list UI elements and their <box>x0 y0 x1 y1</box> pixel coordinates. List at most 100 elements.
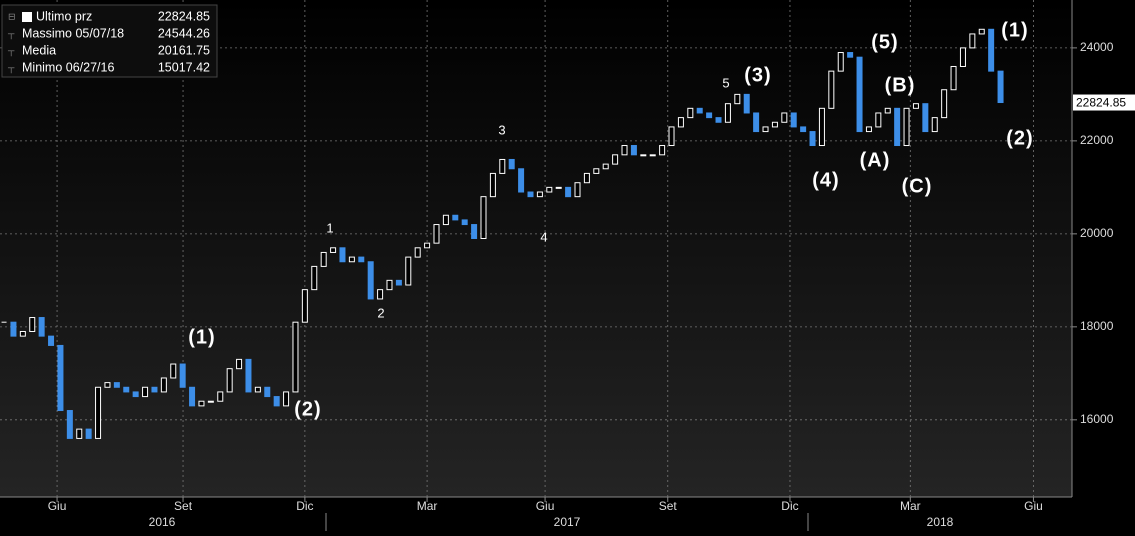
candle <box>339 247 346 263</box>
candle <box>800 126 807 133</box>
candle <box>358 256 365 263</box>
legend-swatch <box>22 12 32 22</box>
candle <box>715 117 722 123</box>
candle <box>405 256 412 286</box>
candle <box>245 358 252 393</box>
candle <box>922 103 929 133</box>
candle <box>489 172 496 198</box>
y-tick-label: 24000 <box>1080 40 1114 54</box>
wave-label: (1) <box>188 326 215 348</box>
x-tick-label: Mar <box>900 499 921 513</box>
candle <box>659 145 666 156</box>
candle <box>499 158 506 174</box>
candle <box>997 70 1004 104</box>
candle <box>931 117 938 133</box>
candle <box>593 168 600 174</box>
candle <box>142 386 149 398</box>
wave-label: (2) <box>294 398 321 420</box>
legend-label: Minimo 06/27/16 <box>22 60 114 74</box>
candle <box>706 112 713 119</box>
x-tick-label: Mar <box>417 499 438 513</box>
candle <box>875 112 882 128</box>
candle <box>66 410 73 439</box>
candle <box>959 47 966 67</box>
candle <box>414 247 421 258</box>
candle <box>132 391 139 398</box>
wave-label: (B) <box>885 74 916 96</box>
candle <box>207 400 214 403</box>
candle <box>847 52 854 58</box>
legend-marker: ┬ <box>7 62 15 73</box>
candle <box>508 158 515 170</box>
x-tick-label: Giu <box>536 499 555 513</box>
candle <box>348 256 355 263</box>
candle <box>151 386 158 393</box>
wave-label: 2 <box>377 305 384 320</box>
candle <box>527 191 534 198</box>
x-tick-label: Set <box>174 499 193 513</box>
candle <box>10 321 17 337</box>
candle <box>57 344 64 412</box>
candle <box>649 154 656 157</box>
legend-value: 22824.85 <box>158 9 210 23</box>
candle <box>790 112 797 128</box>
wave-label: (2) <box>1006 127 1033 149</box>
candle <box>442 214 449 226</box>
candle <box>612 154 619 165</box>
candle <box>837 52 844 72</box>
candle <box>753 112 760 133</box>
candle <box>311 265 318 291</box>
x-tick-label: Dic <box>781 499 798 513</box>
candle <box>621 145 628 156</box>
candle <box>273 396 280 407</box>
candle <box>170 363 177 379</box>
candle <box>941 89 948 119</box>
candle <box>818 107 825 147</box>
legend-value: 15017.42 <box>158 60 210 74</box>
candle <box>856 56 863 133</box>
last-price-box <box>1073 94 1135 111</box>
wave-label: (A) <box>860 149 891 171</box>
candle <box>85 428 92 439</box>
x-tick-label: Giu <box>48 499 67 513</box>
candle <box>555 186 562 189</box>
candle <box>480 196 487 240</box>
candle <box>433 224 440 244</box>
legend-value: 24544.26 <box>158 26 210 40</box>
legend-marker: ⊟ <box>8 11 16 21</box>
x-tick-label: Dic <box>296 499 313 513</box>
candle <box>771 121 778 128</box>
candle <box>471 224 478 240</box>
legend-value: 20161.75 <box>158 43 210 57</box>
candle <box>292 321 299 393</box>
wave-label: (C) <box>902 175 933 197</box>
candle <box>574 182 581 198</box>
candle <box>226 368 233 393</box>
candle <box>518 168 525 193</box>
candle <box>762 126 769 133</box>
candle <box>189 386 196 407</box>
x-tick-label: Set <box>659 499 678 513</box>
candle <box>734 93 741 105</box>
candle <box>19 330 26 337</box>
candle <box>377 289 384 300</box>
y-tick-label: 16000 <box>1080 412 1114 426</box>
wave-label: 5 <box>722 75 729 90</box>
candle <box>677 117 684 128</box>
legend-marker: ┬ <box>7 28 15 39</box>
candle <box>198 400 205 407</box>
candle <box>160 377 167 393</box>
candle <box>978 28 985 35</box>
candle <box>254 386 261 393</box>
candle <box>38 317 45 337</box>
candle <box>76 428 83 439</box>
candle <box>894 107 901 147</box>
candle <box>687 107 694 119</box>
candle <box>546 186 553 193</box>
x-tick-label: Giu <box>1024 499 1043 513</box>
wave-label: (3) <box>744 64 771 86</box>
legend-marker: ┬ <box>7 45 15 56</box>
candle <box>461 219 468 226</box>
candle <box>969 33 976 49</box>
